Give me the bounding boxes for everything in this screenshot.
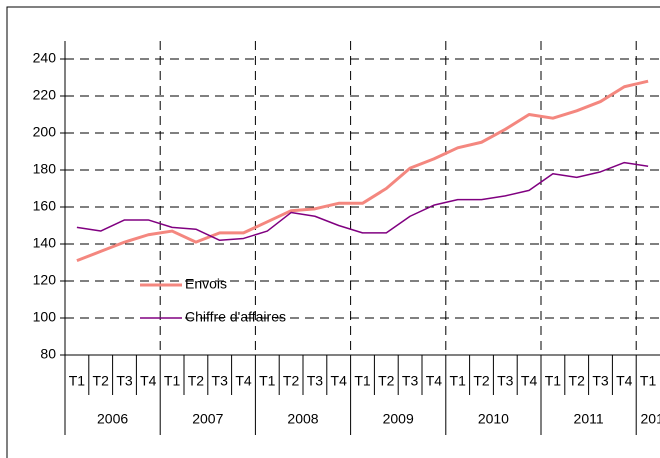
- y-tick-label: 220: [33, 87, 57, 103]
- y-tick-label: 200: [33, 124, 57, 140]
- x-tick-label: T1: [450, 373, 467, 389]
- year-label: 2009: [383, 411, 414, 427]
- x-tick-label: T1: [69, 373, 86, 389]
- series-line: [76, 161, 649, 242]
- x-tick-label: T2: [569, 373, 586, 389]
- legend-label: Envois: [185, 276, 227, 292]
- year-label: 2011: [574, 411, 604, 427]
- x-tick-label: T3: [402, 373, 419, 389]
- year-label: 2010: [478, 411, 509, 427]
- y-tick-label: 80: [40, 346, 56, 362]
- x-tick-label: T4: [331, 373, 348, 389]
- x-tick-label: T3: [307, 373, 324, 389]
- x-tick-label: T2: [93, 373, 110, 389]
- x-tick-label: T2: [188, 373, 205, 389]
- year-label: 2007: [192, 411, 223, 427]
- x-tick-label: T2: [378, 373, 395, 389]
- x-tick-label: T2: [473, 373, 490, 389]
- y-tick-label: 180: [33, 161, 57, 177]
- y-tick-label: 240: [33, 50, 57, 66]
- y-tick-label: 140: [33, 235, 57, 251]
- chart-border: [6, 6, 660, 458]
- x-tick-label: T1: [545, 373, 562, 389]
- x-tick-label: T1: [640, 373, 657, 389]
- x-tick-label: T4: [140, 373, 157, 389]
- y-tick-label: 160: [33, 198, 57, 214]
- x-tick-label: T4: [426, 373, 443, 389]
- year-label: 2012: [641, 411, 660, 427]
- x-tick-label: T3: [212, 373, 229, 389]
- x-tick-label: T1: [354, 373, 371, 389]
- x-tick-label: T2: [283, 373, 300, 389]
- x-tick-label: T1: [259, 373, 276, 389]
- year-label: 2008: [287, 411, 318, 427]
- x-tick-label: T3: [497, 373, 514, 389]
- y-tick-label: 120: [33, 272, 57, 288]
- x-tick-label: T4: [235, 373, 252, 389]
- y-tick-label: 100: [33, 309, 57, 325]
- series-line: [76, 79, 649, 263]
- x-tick-label: T3: [116, 373, 133, 389]
- x-tick-label: T3: [592, 373, 609, 389]
- x-tick-label: T4: [616, 373, 633, 389]
- x-tick-label: T1: [164, 373, 181, 389]
- year-label: 2006: [97, 411, 128, 427]
- legend-label: Chiffre d'affaires: [185, 309, 286, 325]
- x-tick-label: T4: [521, 373, 538, 389]
